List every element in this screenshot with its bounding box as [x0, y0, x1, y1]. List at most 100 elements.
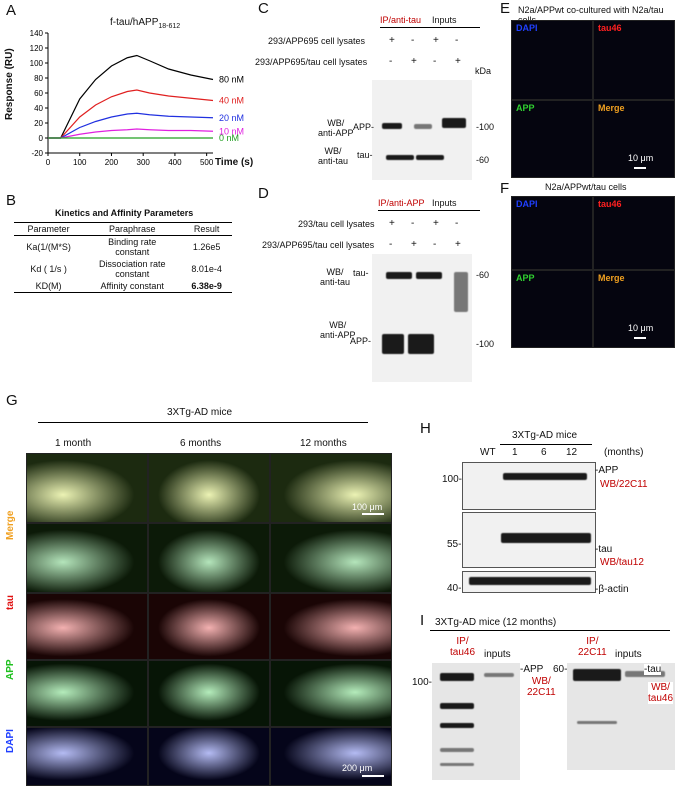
micrograph-merge: Merge 10 μm: [593, 100, 675, 178]
scale-label: 100 μm: [352, 502, 383, 512]
inputs-label: Inputs: [432, 198, 457, 208]
band-label: -tau: [644, 664, 662, 675]
mw-marker: -100: [476, 339, 495, 349]
band-label: APP-: [350, 336, 372, 346]
band-label: -tau: [595, 544, 613, 555]
column-header: 6 months: [180, 438, 222, 449]
lysate-label-2: 293/APP695/tau cell lysates: [255, 57, 368, 67]
micrograph-dapi: DAPI: [511, 196, 593, 270]
wb-label: WB/anti-APP: [318, 118, 354, 138]
scale-bar: [362, 513, 384, 515]
sign: +: [389, 35, 395, 46]
x-tick-label: 400: [168, 158, 182, 167]
panel-label-i: I: [420, 612, 425, 629]
blot-band: [408, 334, 434, 354]
micrograph-app: [148, 660, 270, 727]
table-cell: 1.26e5: [192, 242, 221, 252]
blot-band: [382, 123, 402, 129]
inputs-label: inputs: [484, 649, 511, 660]
y-tick-label: 100: [30, 59, 44, 68]
table-cell: Affinity constant: [100, 281, 164, 291]
micrograph-tau: [270, 593, 392, 660]
micrograph-app: [26, 660, 148, 727]
blot-band: [454, 272, 468, 312]
micrograph-tau: [26, 593, 148, 660]
western-blot-actin: [462, 571, 596, 593]
blot-band: [577, 721, 617, 724]
sign: +: [411, 239, 417, 250]
column-header: 1 month: [55, 438, 92, 449]
wb-label: WB/tau46: [648, 682, 674, 704]
blot-band: [469, 577, 591, 585]
band-label: -APP: [595, 465, 619, 476]
blot-band: [440, 748, 474, 752]
y-tick-label: -20: [31, 149, 43, 158]
lane-label: 12: [566, 447, 578, 458]
table-cell: Binding rate constant: [83, 236, 181, 259]
micrograph-app: APP: [511, 100, 593, 178]
series-label: 10 nM: [219, 126, 244, 136]
row-label: Merge: [5, 510, 16, 540]
sign: -: [455, 35, 459, 46]
panel-label-b: B: [6, 192, 17, 209]
sign: +: [433, 218, 439, 229]
series-label: 0 nM: [219, 133, 239, 143]
micrograph-dapi: DAPI: [511, 20, 593, 100]
row-label: tau: [5, 595, 16, 610]
band-label: -β-actin: [595, 584, 629, 595]
micrograph-dapi: [148, 727, 270, 786]
blot-band: [573, 669, 621, 681]
sign: +: [455, 56, 461, 67]
sign: +: [433, 35, 439, 46]
table-row: KD(M) Affinity constant 6.38e-9: [14, 280, 232, 293]
mw-marker: 55-: [447, 539, 462, 550]
table-cell: 6.38e-9: [191, 281, 222, 291]
mw-marker: -60: [476, 270, 490, 280]
micrograph-merge: Merge 10 μm: [593, 270, 675, 348]
series-line: [48, 112, 214, 139]
micrograph-dapi: [26, 727, 148, 786]
band-label: -APP: [520, 664, 544, 675]
blot-band: [386, 272, 412, 279]
wb-label: WB/anti-tau: [320, 267, 351, 287]
table-cell-line: Dissociation rate: [98, 259, 166, 269]
kinetics-table-title: Kinetics and Affinity Parameters: [55, 208, 194, 218]
western-blot-c: [372, 80, 472, 180]
blot-band: [501, 533, 591, 543]
table-cell-line: constant: [115, 269, 150, 279]
sign: -: [411, 218, 415, 229]
x-tick-label: 100: [73, 158, 87, 167]
western-blot-app: [462, 462, 596, 510]
micrograph-tau46: tau46: [593, 196, 675, 270]
panel-i-title: 3XTg-AD mice (12 months): [435, 617, 557, 628]
lane-label: 6: [541, 447, 547, 458]
y-tick-label: 80: [34, 74, 43, 83]
scale-bar: [362, 775, 384, 777]
ip-label: IP/anti-tau: [380, 15, 422, 25]
sign: -: [455, 218, 459, 229]
micrograph-tau46: tau46: [593, 20, 675, 100]
western-blot-tau: [462, 512, 596, 568]
western-blot-i1: [432, 663, 520, 780]
sign: +: [411, 56, 417, 67]
table-cell-line: constant: [115, 247, 150, 257]
kinetics-table: Parameter Paraphrase Result Ka(1/(M*S) B…: [14, 222, 232, 293]
western-blot-d: [372, 254, 472, 382]
wb-label: WB/anti-APP: [320, 320, 356, 340]
series-line: [48, 89, 214, 139]
table-cell-line: Binding rate: [108, 237, 157, 247]
row-label: APP: [5, 659, 16, 680]
table-header: Parameter: [27, 224, 70, 234]
sign: -: [389, 239, 393, 250]
table-row: Ka(1/(M*S) Binding rate constant 1.26e5: [14, 236, 232, 259]
sign: -: [433, 56, 437, 67]
divider: [430, 630, 670, 631]
micrograph-app: [270, 660, 392, 727]
x-tick-label: 200: [105, 158, 119, 167]
blot-band: [440, 763, 474, 766]
sign: -: [433, 239, 437, 250]
x-tick-label: 300: [137, 158, 151, 167]
divider: [380, 27, 480, 28]
table-header: Paraphrase: [108, 224, 156, 234]
